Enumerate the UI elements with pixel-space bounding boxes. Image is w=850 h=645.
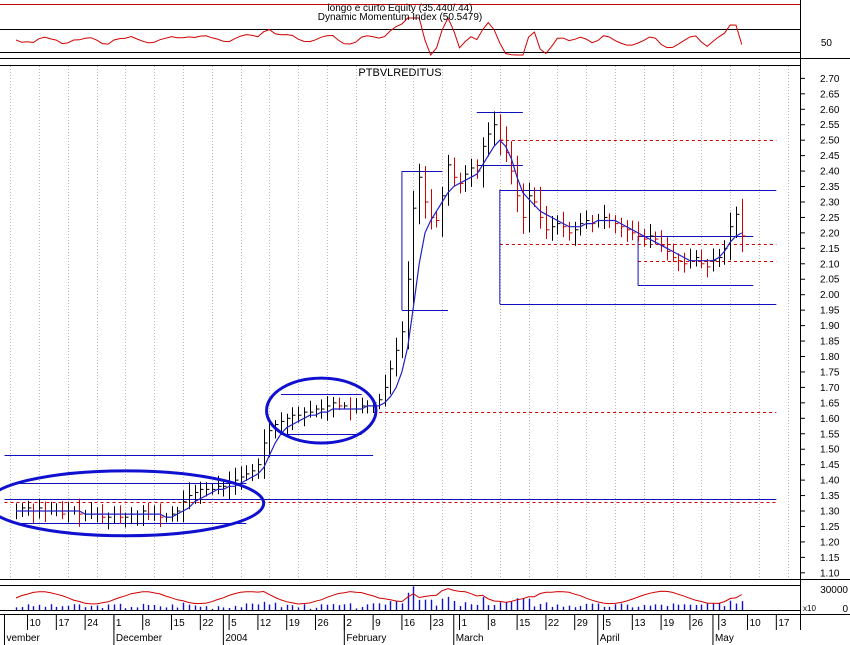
- date-axis: 10 17 24 1 8 15 22 5 12 19 26 2 9 16 23 1 8 15 22 29 5 13 19 26…: [3, 614, 790, 645]
- x-tick-label: 10: [750, 618, 762, 629]
- y-tick-label: 1.35: [820, 491, 840, 502]
- price-bars: [16, 111, 746, 530]
- x-tick-label: 26: [318, 618, 330, 629]
- volume-bars: [15, 586, 744, 610]
- month-label: May: [715, 633, 734, 644]
- x-tick-label: 5: [606, 618, 612, 629]
- y-tick-label: 1.50: [820, 445, 840, 456]
- x-tick-label: 13: [634, 618, 646, 629]
- x-tick-label: 1: [462, 618, 468, 629]
- y-tick-label: 1.25: [820, 522, 840, 533]
- y-tick-label: 1.75: [820, 367, 840, 378]
- y-tick-label: 1.65: [820, 398, 840, 409]
- y-tick-label: 1.60: [820, 414, 840, 425]
- y-tick-label: 1.40: [820, 476, 840, 487]
- month-label: March: [456, 633, 484, 644]
- x-tick-label: 17: [58, 618, 70, 629]
- price-axis: 1.10 1.15 1.20 1.25 1.30 1.35 1.40 1.45 1.50 1.55…: [800, 74, 840, 579]
- y-tick-label: 1.10: [820, 568, 840, 579]
- volume-tick-2: 0: [842, 604, 848, 615]
- x-tick-label: 15: [519, 618, 531, 629]
- y-tick-label: 1.30: [820, 507, 840, 518]
- y-tick-label: 1.85: [820, 337, 840, 348]
- support-resistance-lines: [4, 112, 777, 524]
- indicator-tick: 50: [821, 38, 833, 49]
- month-label: April: [600, 633, 620, 644]
- y-tick-label: 2.30: [820, 197, 840, 208]
- y-tick-label: 2.50: [820, 136, 840, 147]
- indicator-label-2: Dynamic Momentum Index (50.5479): [318, 12, 483, 23]
- y-tick-label: 2.70: [820, 74, 840, 85]
- y-tick-label: 2.60: [820, 105, 840, 116]
- x-tick-label: 29: [577, 618, 589, 629]
- y-tick-label: 1.70: [820, 383, 840, 394]
- x-tick-label: 22: [202, 618, 214, 629]
- chart-title: PTBVLREDITUS: [358, 67, 441, 79]
- indicator-label-1: longo e curto Equity (35.440/.44): [327, 3, 472, 14]
- x-tick-label: 17: [778, 618, 790, 629]
- y-tick-label: 2.15: [820, 244, 840, 255]
- x-tick-label: 2: [346, 618, 352, 629]
- x-tick-label: 9: [375, 618, 381, 629]
- x-tick-label: 23: [433, 618, 445, 629]
- x-tick-label: 10: [30, 618, 42, 629]
- month-label: vember: [6, 633, 40, 644]
- month-label: February: [346, 633, 386, 644]
- y-tick-label: 2.00: [820, 290, 840, 301]
- volume-oscillator-line: [15, 588, 743, 605]
- x-tick-label: 1: [116, 618, 122, 629]
- y-tick-label: 2.35: [820, 182, 840, 193]
- x-tick-label: 8: [490, 618, 496, 629]
- moving-average-line: [16, 139, 743, 518]
- y-tick-label: 1.15: [820, 553, 840, 564]
- y-tick-label: 1.55: [820, 429, 840, 440]
- y-tick-label: 2.65: [820, 89, 840, 100]
- x-tick-label: 12: [260, 618, 272, 629]
- y-tick-label: 1.90: [820, 321, 840, 332]
- x-tick-label: 3: [721, 618, 727, 629]
- highlight-ellipse: [265, 376, 378, 445]
- x-tick-label: 19: [663, 618, 675, 629]
- x-tick-label: 22: [548, 618, 560, 629]
- x-tick-label: 15: [174, 618, 186, 629]
- y-tick-label: 2.25: [820, 213, 840, 224]
- highlight-ellipses: [0, 376, 378, 538]
- volume-tick-1: 30000: [820, 585, 848, 596]
- x-tick-label: 26: [692, 618, 704, 629]
- y-tick-label: 1.80: [820, 352, 840, 363]
- y-tick-label: 2.20: [820, 228, 840, 239]
- y-tick-label: 2.10: [820, 259, 840, 270]
- y-tick-label: 2.55: [820, 120, 840, 131]
- month-label: 2004: [225, 633, 248, 644]
- month-label: December: [116, 633, 163, 644]
- y-tick-label: 1.45: [820, 460, 840, 471]
- highlight-ellipse: [0, 469, 266, 538]
- x-tick-label: 24: [87, 618, 99, 629]
- momentum-line: [15, 16, 743, 56]
- y-tick-label: 1.95: [820, 306, 840, 317]
- volume-unit: x10: [803, 604, 816, 613]
- y-tick-label: 2.05: [820, 275, 840, 286]
- y-tick-label: 2.40: [820, 167, 840, 178]
- y-tick-label: 1.20: [820, 537, 840, 548]
- y-tick-label: 2.45: [820, 151, 840, 162]
- x-tick-label: 19: [289, 618, 301, 629]
- x-tick-label: 8: [145, 618, 151, 629]
- x-tick-label: 16: [404, 618, 416, 629]
- x-tick-label: 5: [231, 618, 237, 629]
